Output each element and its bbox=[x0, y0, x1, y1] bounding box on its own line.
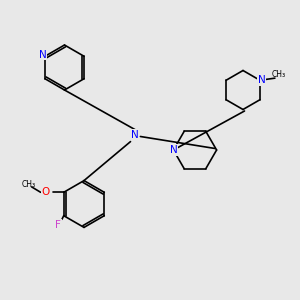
Text: CH₃: CH₃ bbox=[272, 70, 286, 79]
Text: N: N bbox=[257, 75, 265, 85]
Text: N: N bbox=[39, 50, 47, 60]
Text: F: F bbox=[56, 220, 61, 230]
Text: CH₃: CH₃ bbox=[22, 180, 36, 189]
Text: N: N bbox=[131, 130, 139, 140]
Text: O: O bbox=[42, 187, 50, 197]
Text: N: N bbox=[169, 145, 177, 155]
